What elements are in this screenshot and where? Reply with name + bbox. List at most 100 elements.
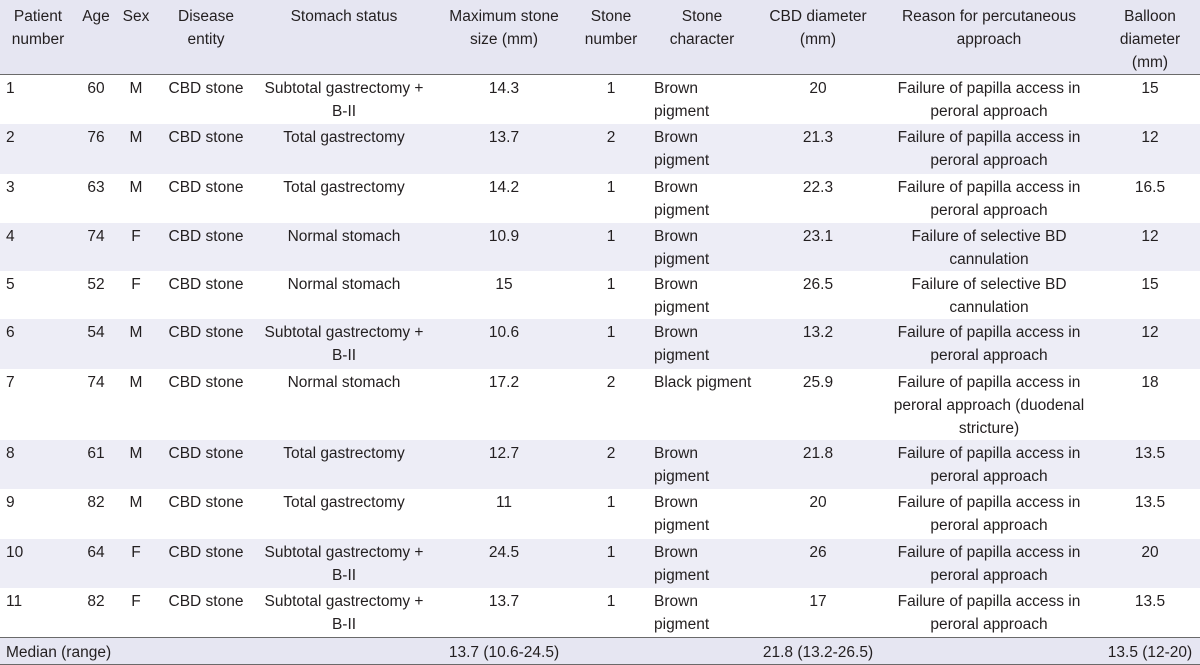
- cell-cbd-diameter: 22.3: [802, 178, 834, 196]
- cell-stone-number: 1: [606, 178, 616, 196]
- cell-stone-character: Brown pigment: [654, 276, 710, 316]
- cell-disease-entity: CBD stone: [168, 80, 244, 97]
- cell-balloon-diameter: 13.5: [1134, 593, 1166, 610]
- cell-balloon-diameter: 15: [1141, 276, 1159, 293]
- cell-max-stone-size: 11: [495, 494, 513, 511]
- cell-sex: F: [131, 276, 141, 293]
- header-stone-number: Stone number: [576, 0, 646, 75]
- cell-sex: M: [129, 444, 143, 462]
- cell-stone-number: 2: [606, 129, 616, 146]
- cell-max-stone-size: 10.9: [488, 228, 520, 245]
- cell-reason: Failure of papilla access in peroral app…: [897, 494, 1081, 534]
- cell-reason: Failure of papilla access in peroral app…: [897, 129, 1081, 169]
- cell-patient-number: 10: [6, 543, 24, 561]
- cell-balloon-diameter: 12: [1141, 228, 1159, 245]
- cell-age: 64: [87, 543, 105, 561]
- cell-age: 60: [87, 80, 105, 97]
- cell-stone-number: 1: [606, 543, 616, 561]
- cell-cbd-diameter: 25.9: [802, 373, 834, 391]
- cell-stone-number: 2: [606, 444, 616, 462]
- cell-stone-number: 1: [606, 593, 616, 610]
- cell-stomach-status: Total gastrectomy: [283, 129, 405, 146]
- median-row: Median (range) 13.7 (10.6-24.5) 21.8 (13…: [0, 637, 1200, 665]
- median-spacer: [576, 637, 758, 665]
- cell-cbd-diameter: 21.3: [802, 129, 834, 146]
- cell-reason: Failure of papilla access in peroral app…: [897, 543, 1081, 584]
- cell-sex: F: [131, 543, 141, 561]
- median-spacer-2: [878, 637, 1100, 665]
- cell-balloon-diameter: 12: [1141, 324, 1159, 341]
- header-max-stone-size: Maximum stone size (mm): [432, 0, 576, 75]
- cell-sex: F: [131, 228, 141, 245]
- cell-max-stone-size: 24.5: [488, 543, 520, 561]
- cell-disease-entity: CBD stone: [168, 543, 244, 561]
- cell-cbd-diameter: 26.5: [802, 276, 834, 293]
- cell-reason: Failure of papilla access in peroral app…: [893, 373, 1085, 437]
- cell-age: 74: [87, 373, 105, 391]
- cell-max-stone-size: 14.2: [488, 178, 520, 196]
- cell-balloon-diameter: 12: [1141, 129, 1159, 146]
- cell-cbd-diameter: 26: [809, 543, 827, 561]
- header-reason: Reason for percutaneous approach: [878, 0, 1100, 75]
- header-stone-character: Stone character: [646, 0, 758, 75]
- cell-patient-number: 3: [6, 178, 15, 196]
- cell-disease-entity: CBD stone: [168, 593, 244, 610]
- cell-reason: Failure of papilla access in peroral app…: [897, 593, 1081, 633]
- cell-max-stone-size: 10.6: [488, 324, 520, 341]
- cell-disease-entity: CBD stone: [168, 494, 244, 511]
- cell-patient-number: 11: [6, 593, 23, 610]
- cell-age: 54: [87, 324, 105, 341]
- cell-stomach-status: Subtotal gastrectomy + B-II: [264, 593, 424, 633]
- cell-cbd-diameter: 20: [809, 494, 827, 511]
- cell-stone-number: 1: [606, 324, 616, 341]
- header-age: Age: [76, 0, 116, 75]
- cell-cbd-diameter: 20: [809, 80, 827, 97]
- table-row: 11 82 F CBD stone Subtotal gastrectomy +…: [0, 588, 1200, 638]
- header-stomach-status: Stomach status: [256, 0, 432, 75]
- median-max-stone-size: 13.7 (10.6-24.5): [432, 637, 576, 665]
- cell-balloon-diameter: 13.5: [1134, 444, 1166, 462]
- cell-reason: Failure of papilla access in peroral app…: [897, 324, 1081, 364]
- cell-disease-entity: CBD stone: [168, 324, 244, 341]
- table-row: 6 54 M CBD stone Subtotal gastrectomy + …: [0, 319, 1200, 369]
- cell-balloon-diameter: 20: [1141, 543, 1159, 561]
- cell-stone-character: Brown pigment: [654, 129, 710, 169]
- cell-max-stone-size: 15: [495, 276, 513, 293]
- cell-stomach-status: Normal stomach: [287, 276, 401, 293]
- cell-stomach-status: Normal stomach: [287, 373, 401, 391]
- table-row: 5 52 F CBD stone Normal stomach 15 1 Bro…: [0, 271, 1200, 319]
- cell-disease-entity: CBD stone: [168, 276, 244, 293]
- cell-sex: F: [131, 593, 141, 610]
- header-sex: Sex: [116, 0, 156, 75]
- table-row: 10 64 F CBD stone Subtotal gastrectomy +…: [0, 538, 1200, 588]
- cell-stone-character: Brown pigment: [654, 593, 710, 633]
- cell-balloon-diameter: 16.5: [1134, 178, 1166, 196]
- header-patient-number: Patient number: [0, 0, 76, 75]
- table-row: 2 76 M CBD stone Total gastrectomy 13.7 …: [0, 124, 1200, 174]
- cell-patient-number: 4: [6, 228, 15, 245]
- cell-age: 82: [87, 593, 105, 610]
- cell-disease-entity: CBD stone: [168, 178, 244, 196]
- table-row: 7 74 M CBD stone Normal stomach 17.2 2 B…: [0, 369, 1200, 440]
- cell-stone-character: Brown pigment: [654, 228, 710, 268]
- table-header-row: Patient number Age Sex Disease entity St…: [0, 0, 1200, 75]
- cell-age: 52: [87, 276, 105, 293]
- median-balloon-diameter: 13.5 (12-20): [1100, 637, 1200, 665]
- cell-patient-number: 9: [6, 494, 15, 511]
- header-cbd-diameter: CBD diameter (mm): [758, 0, 878, 75]
- header-balloon-diameter: Balloon diameter (mm): [1100, 0, 1200, 75]
- cell-stomach-status: Total gastrectomy: [283, 178, 405, 196]
- cell-reason: Failure of selective BD cannulation: [911, 276, 1067, 316]
- cell-stone-character: Brown pigment: [654, 80, 710, 120]
- cell-sex: M: [129, 324, 143, 341]
- cell-max-stone-size: 13.7: [488, 593, 520, 610]
- cell-patient-number: 5: [6, 276, 15, 293]
- table-row: 1 60 M CBD stone Subtotal gastrectomy + …: [0, 75, 1200, 125]
- cell-age: 82: [87, 494, 105, 511]
- cell-balloon-diameter: 15: [1141, 80, 1159, 97]
- cell-stone-character: Brown pigment: [654, 494, 710, 534]
- cell-stone-number: 1: [606, 276, 616, 293]
- cell-max-stone-size: 13.7: [488, 129, 520, 146]
- cell-stomach-status: Subtotal gastrectomy + B-II: [264, 80, 424, 120]
